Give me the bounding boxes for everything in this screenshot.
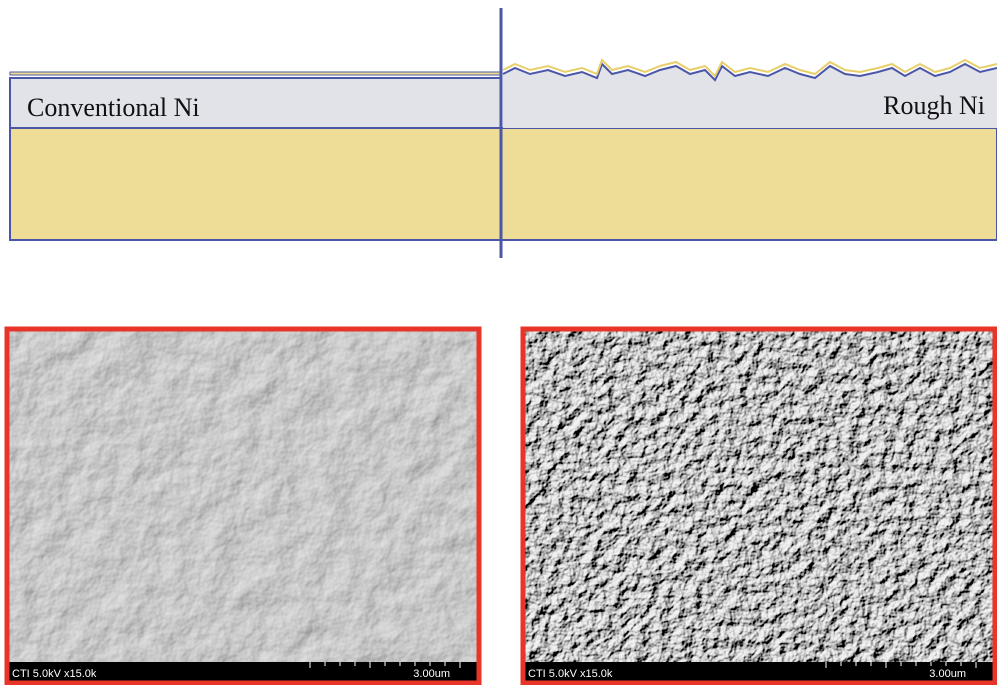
caption: CTI 5.0kV x15.0k: [528, 668, 613, 680]
label-right: Rough Ni: [883, 91, 985, 120]
label-left: Conventional Ni: [27, 93, 200, 122]
thin-top-layer: [10, 72, 501, 75]
sem-texture: [7, 329, 479, 683]
substrate: [10, 128, 997, 240]
figure: Conventional Ni Rough Ni CTI 5.0kV x15.0…: [0, 0, 997, 685]
scale: 3.00um: [929, 668, 966, 680]
caption: CTI 5.0kV x15.0k: [12, 668, 97, 680]
sem-texture: [523, 329, 995, 683]
cross-section: Conventional Ni Rough Ni: [10, 8, 997, 258]
sem-image-right: CTI 5.0kV x15.0k 3.00um: [523, 329, 995, 683]
scale: 3.00um: [413, 668, 450, 680]
sem-image-left: CTI 5.0kV x15.0k 3.00um: [7, 329, 479, 683]
